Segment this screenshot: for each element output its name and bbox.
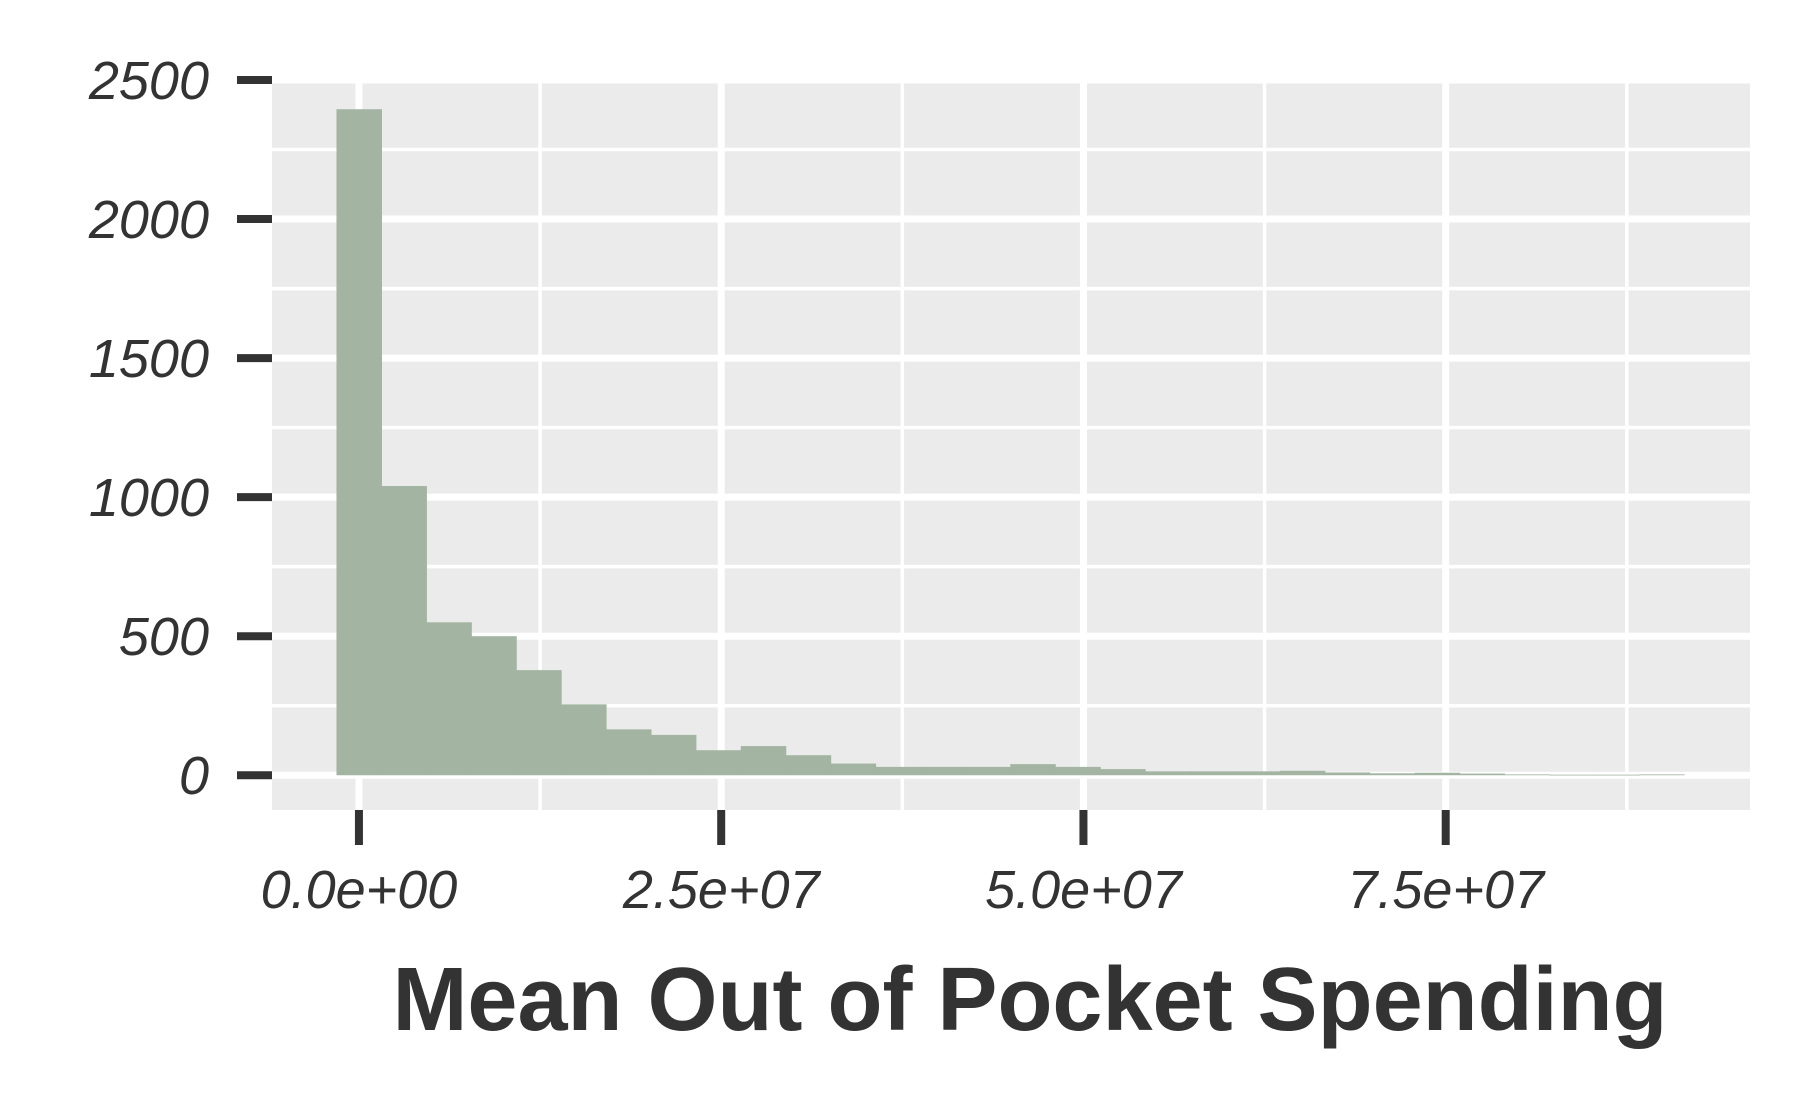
- histogram-bar: [1459, 773, 1505, 776]
- histogram-bar: [785, 755, 832, 776]
- histogram-bar: [1414, 772, 1461, 776]
- histogram-bar: [381, 486, 427, 776]
- y-axis: 0 500 1000 1500 2000 2500: [88, 51, 272, 806]
- histogram-bar: [965, 766, 1011, 776]
- histogram-bars: [336, 109, 1685, 776]
- histogram-bar: [740, 746, 787, 776]
- histogram-bar: [1369, 773, 1416, 776]
- histogram-bar: [1145, 771, 1191, 776]
- y-tick-label: 0: [179, 746, 209, 806]
- histogram-bar: [1010, 764, 1056, 776]
- x-axis: 0.0e+00 2.5e+07 5.0e+07 7.5e+07: [261, 810, 1546, 920]
- histogram-bar: [1055, 766, 1101, 776]
- histogram-bar: [1639, 774, 1685, 776]
- x-axis-title: Mean Out of Pocket Spending: [392, 950, 1667, 1050]
- histogram-bar: [920, 766, 966, 776]
- histogram-bar: [830, 763, 877, 776]
- histogram-bar: [336, 109, 383, 776]
- y-tick-label: 1500: [89, 329, 209, 389]
- y-tick-label: 500: [119, 607, 209, 667]
- histogram-bar: [695, 750, 742, 776]
- histogram-bar: [1189, 771, 1236, 776]
- x-tick-label: 2.5e+07: [622, 860, 822, 920]
- histogram-bar: [1504, 774, 1550, 776]
- x-tick-label: 0.0e+00: [261, 860, 458, 920]
- x-tick-label: 7.5e+07: [1347, 860, 1546, 920]
- histogram-bar: [1594, 774, 1640, 776]
- histogram-bar: [605, 729, 652, 776]
- y-tick-label: 2500: [88, 51, 209, 111]
- histogram-bar: [875, 766, 922, 776]
- histogram-bar: [1100, 769, 1146, 776]
- y-tick-label: 1000: [89, 468, 209, 528]
- histogram-bar: [1234, 771, 1281, 776]
- histogram-bar: [516, 670, 562, 776]
- x-tick-label: 5.0e+07: [985, 860, 1184, 920]
- histogram-bar: [1279, 770, 1326, 776]
- histogram-bar: [426, 622, 472, 776]
- histogram-bar: [1549, 774, 1595, 776]
- histogram-bar: [650, 734, 697, 776]
- y-tick-label: 2000: [88, 190, 209, 250]
- histogram-bar: [471, 636, 517, 776]
- histogram-bar: [561, 704, 607, 776]
- histogram-bar: [1324, 772, 1371, 776]
